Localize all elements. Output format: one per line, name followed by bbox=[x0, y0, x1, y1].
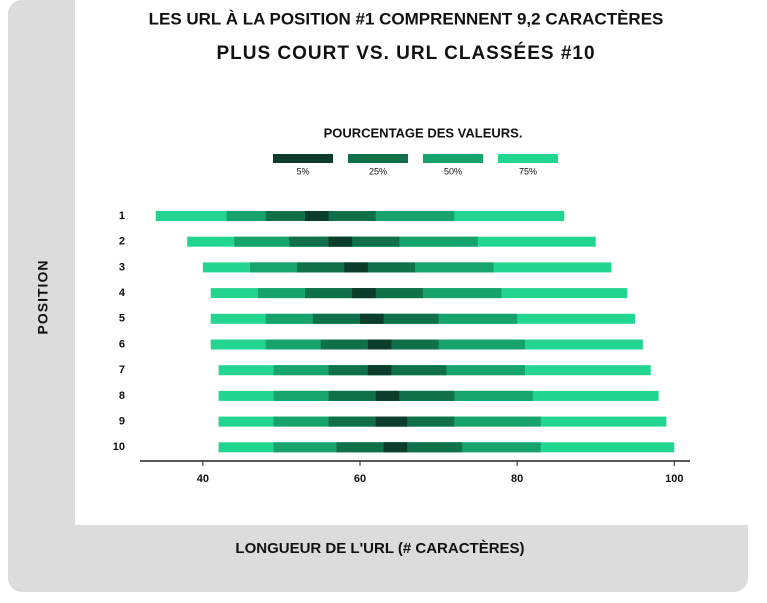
legend-swatch bbox=[423, 154, 483, 163]
x-tick-label: 60 bbox=[354, 473, 366, 485]
y-axis-label: POSITION bbox=[35, 260, 51, 335]
x-tick-label: 100 bbox=[665, 473, 683, 485]
range-bar bbox=[360, 313, 384, 324]
range-bar bbox=[328, 236, 353, 247]
legend-label: 50% bbox=[444, 166, 462, 176]
legend-label: 5% bbox=[296, 166, 309, 176]
x-axis-label: LONGUEUR DE L'URL (# CARACTÈRES) bbox=[235, 540, 524, 557]
y-tick-label: 2 bbox=[119, 236, 125, 248]
range-bar bbox=[367, 365, 392, 376]
y-tick-label: 4 bbox=[119, 287, 126, 299]
range-bar bbox=[367, 339, 392, 350]
chart-subtitle: PLUS COURT VS. URL CLASSÉES #10 bbox=[216, 42, 595, 64]
range-bar bbox=[383, 442, 408, 453]
y-tick-label: 9 bbox=[119, 416, 125, 428]
legend-swatch bbox=[273, 154, 333, 163]
x-tick-label: 80 bbox=[511, 473, 523, 485]
y-tick-label: 7 bbox=[119, 364, 125, 376]
range-bar bbox=[375, 390, 400, 401]
range-bar bbox=[375, 416, 408, 427]
range-bar bbox=[305, 211, 329, 221]
legend-swatch bbox=[348, 154, 408, 163]
y-tick-label: 5 bbox=[119, 313, 125, 325]
legend-label: 75% bbox=[519, 166, 537, 176]
range-bar bbox=[352, 288, 376, 299]
y-tick-label: 10 bbox=[113, 441, 125, 453]
x-tick-label: 40 bbox=[197, 473, 209, 485]
y-tick-label: 8 bbox=[119, 390, 125, 402]
y-tick-label: 3 bbox=[119, 261, 125, 273]
y-tick-label: 6 bbox=[119, 338, 125, 350]
legend-swatch bbox=[498, 154, 558, 163]
y-tick-label: 1 bbox=[119, 210, 125, 222]
legend-title: POURCENTAGE DES VALEURS. bbox=[324, 125, 523, 140]
range-bar bbox=[344, 262, 368, 273]
chart-title: LES URL À LA POSITION #1 COMPRENNENT 9,2… bbox=[149, 9, 664, 28]
legend-label: 25% bbox=[369, 166, 387, 176]
